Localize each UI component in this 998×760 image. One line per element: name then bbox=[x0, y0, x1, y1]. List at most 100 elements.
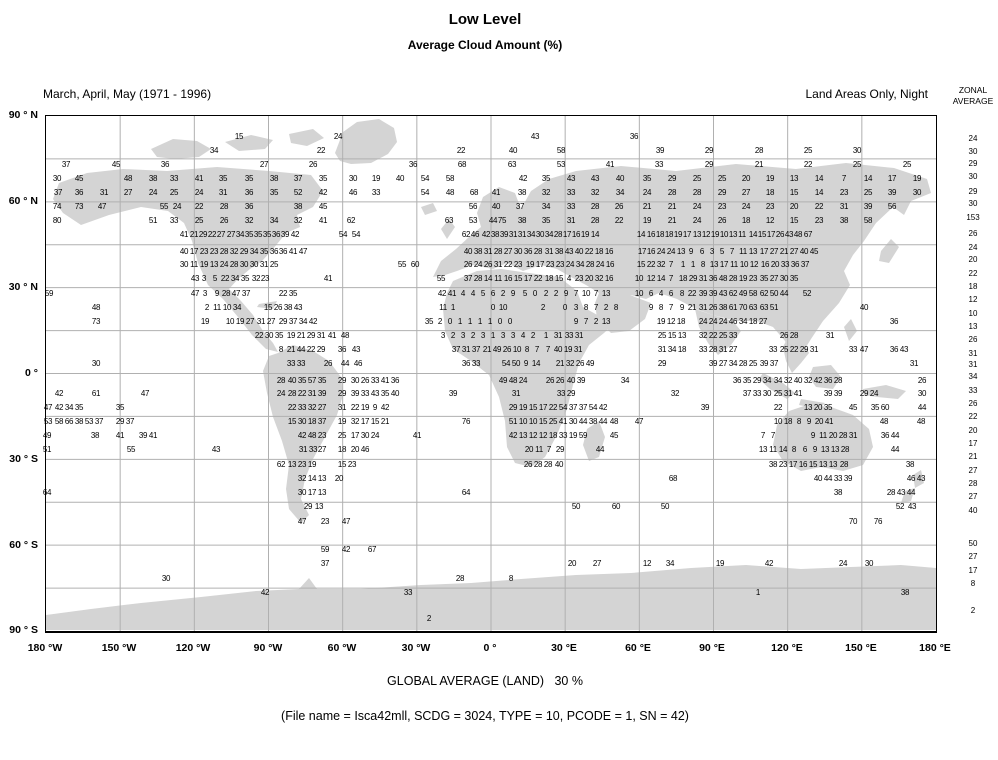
cell-value: 41 bbox=[380, 376, 390, 385]
cell-value: 29 bbox=[337, 389, 347, 398]
cell-value: 10 bbox=[512, 345, 522, 354]
cell-value: 30 bbox=[917, 389, 927, 398]
zonal-label-line2: AVERAGE bbox=[952, 96, 994, 106]
cell-value: 7 bbox=[770, 431, 776, 440]
page-subtitle: Average Cloud Amount (%) bbox=[407, 38, 563, 52]
cell-value: 37 bbox=[568, 403, 578, 412]
cell-value: 42 bbox=[260, 588, 270, 597]
cell-value: 70 bbox=[738, 303, 748, 312]
cell-value: 35 bbox=[244, 230, 254, 239]
cell-value: 2 bbox=[593, 317, 599, 326]
cell-value: 33 bbox=[371, 188, 381, 197]
cell-value: 2 bbox=[437, 317, 443, 326]
zonal-average-value: 31 bbox=[968, 360, 978, 369]
cell-value: 46 bbox=[353, 359, 363, 368]
cell-value: 58 bbox=[863, 216, 873, 225]
cell-value: 27 bbox=[728, 345, 738, 354]
cell-value: 14 bbox=[814, 188, 824, 197]
cell-value: 47 bbox=[140, 389, 150, 398]
cell-value: 51 bbox=[508, 417, 518, 426]
cell-value: 23 bbox=[260, 274, 270, 283]
cell-value: 28 bbox=[708, 345, 718, 354]
cell-value: 34 bbox=[235, 230, 245, 239]
cell-value: 25 bbox=[548, 417, 558, 426]
cell-value: 20 bbox=[524, 445, 534, 454]
longitude-label: 150 °E bbox=[845, 642, 877, 654]
cell-value: 38 bbox=[833, 488, 843, 497]
cell-value: 23 bbox=[513, 260, 523, 269]
cell-value: 3 bbox=[573, 303, 579, 312]
cell-value: 41 bbox=[558, 417, 568, 426]
cell-value: 31 bbox=[544, 247, 554, 256]
cell-value: 28 bbox=[585, 260, 595, 269]
cell-value: 19 bbox=[710, 230, 720, 239]
cell-value: 39 bbox=[655, 146, 665, 155]
cell-value: 34 bbox=[249, 247, 259, 256]
cell-value: 44 bbox=[823, 474, 833, 483]
cell-value: 39 bbox=[317, 389, 327, 398]
cell-value: 43 bbox=[370, 389, 380, 398]
cell-value: 28 bbox=[493, 247, 503, 256]
cell-value: 31 bbox=[574, 331, 584, 340]
cell-value: 28 bbox=[543, 460, 553, 469]
zonal-average-value: 13 bbox=[968, 322, 978, 331]
cell-value: 21 bbox=[296, 331, 306, 340]
cell-value: 20 bbox=[828, 431, 838, 440]
cell-value: 29 bbox=[303, 502, 313, 511]
cell-value: 18 bbox=[655, 230, 665, 239]
cell-value: 10 bbox=[634, 274, 644, 283]
cell-value: 29 bbox=[752, 376, 762, 385]
cell-value: 25 bbox=[717, 174, 727, 183]
cell-value: 45 bbox=[609, 431, 619, 440]
cell-value: 27 bbox=[741, 188, 751, 197]
cell-value: 32 bbox=[307, 403, 317, 412]
cell-value: 75 bbox=[497, 216, 507, 225]
cell-value: 8 bbox=[524, 345, 530, 354]
cell-value: 3 bbox=[480, 331, 486, 340]
cell-value: 63 bbox=[759, 303, 769, 312]
cell-value: 42 bbox=[341, 545, 351, 554]
cell-value: 13 bbox=[692, 230, 702, 239]
cell-value: 42 bbox=[518, 174, 528, 183]
cell-value: 38 bbox=[905, 460, 915, 469]
cell-value: 33 bbox=[296, 359, 306, 368]
cell-value: 35 bbox=[870, 403, 880, 412]
cell-value: 25 bbox=[657, 331, 667, 340]
zonal-average-value: 29 bbox=[968, 159, 978, 168]
cell-value: 23 bbox=[574, 274, 584, 283]
cell-value: 22 bbox=[533, 274, 543, 283]
cell-value: 40 bbox=[553, 345, 563, 354]
cell-value: 23 bbox=[717, 202, 727, 211]
cell-value: 35 bbox=[274, 331, 284, 340]
zonal-average-value: 27 bbox=[968, 492, 978, 501]
cell-value: 19 bbox=[765, 174, 775, 183]
zonal-average-value: 2 bbox=[970, 606, 976, 615]
cell-value: 29 bbox=[278, 317, 288, 326]
zonal-average-value: 20 bbox=[968, 426, 978, 435]
cell-value: 9 bbox=[563, 289, 569, 298]
cell-value: 76 bbox=[461, 417, 471, 426]
cell-value: 31 bbox=[337, 403, 347, 412]
cell-value: 16 bbox=[503, 274, 513, 283]
cell-value: 13 bbox=[209, 260, 219, 269]
cell-value: 15 bbox=[808, 460, 818, 469]
cell-value: 33 bbox=[833, 474, 843, 483]
cell-value: 14 bbox=[483, 274, 493, 283]
cell-value: 37 bbox=[463, 274, 473, 283]
cell-value: 21 bbox=[286, 345, 296, 354]
cell-value: 48 bbox=[508, 376, 518, 385]
cell-value: 45 bbox=[809, 247, 819, 256]
cell-value: 25 bbox=[803, 146, 813, 155]
cell-value: 62 bbox=[276, 460, 286, 469]
cell-value: 19 bbox=[525, 260, 535, 269]
cell-value: 18 bbox=[741, 216, 751, 225]
cell-value: 10 bbox=[518, 417, 528, 426]
cell-value: 46 bbox=[906, 474, 916, 483]
cell-value: 38 bbox=[74, 417, 84, 426]
cell-value: 7 bbox=[546, 445, 552, 454]
cell-value: 3 bbox=[709, 247, 715, 256]
cell-value: 22 bbox=[254, 331, 264, 340]
cell-value: 32 bbox=[803, 376, 813, 385]
cell-value: 73 bbox=[74, 202, 84, 211]
cell-value: 20 bbox=[770, 260, 780, 269]
